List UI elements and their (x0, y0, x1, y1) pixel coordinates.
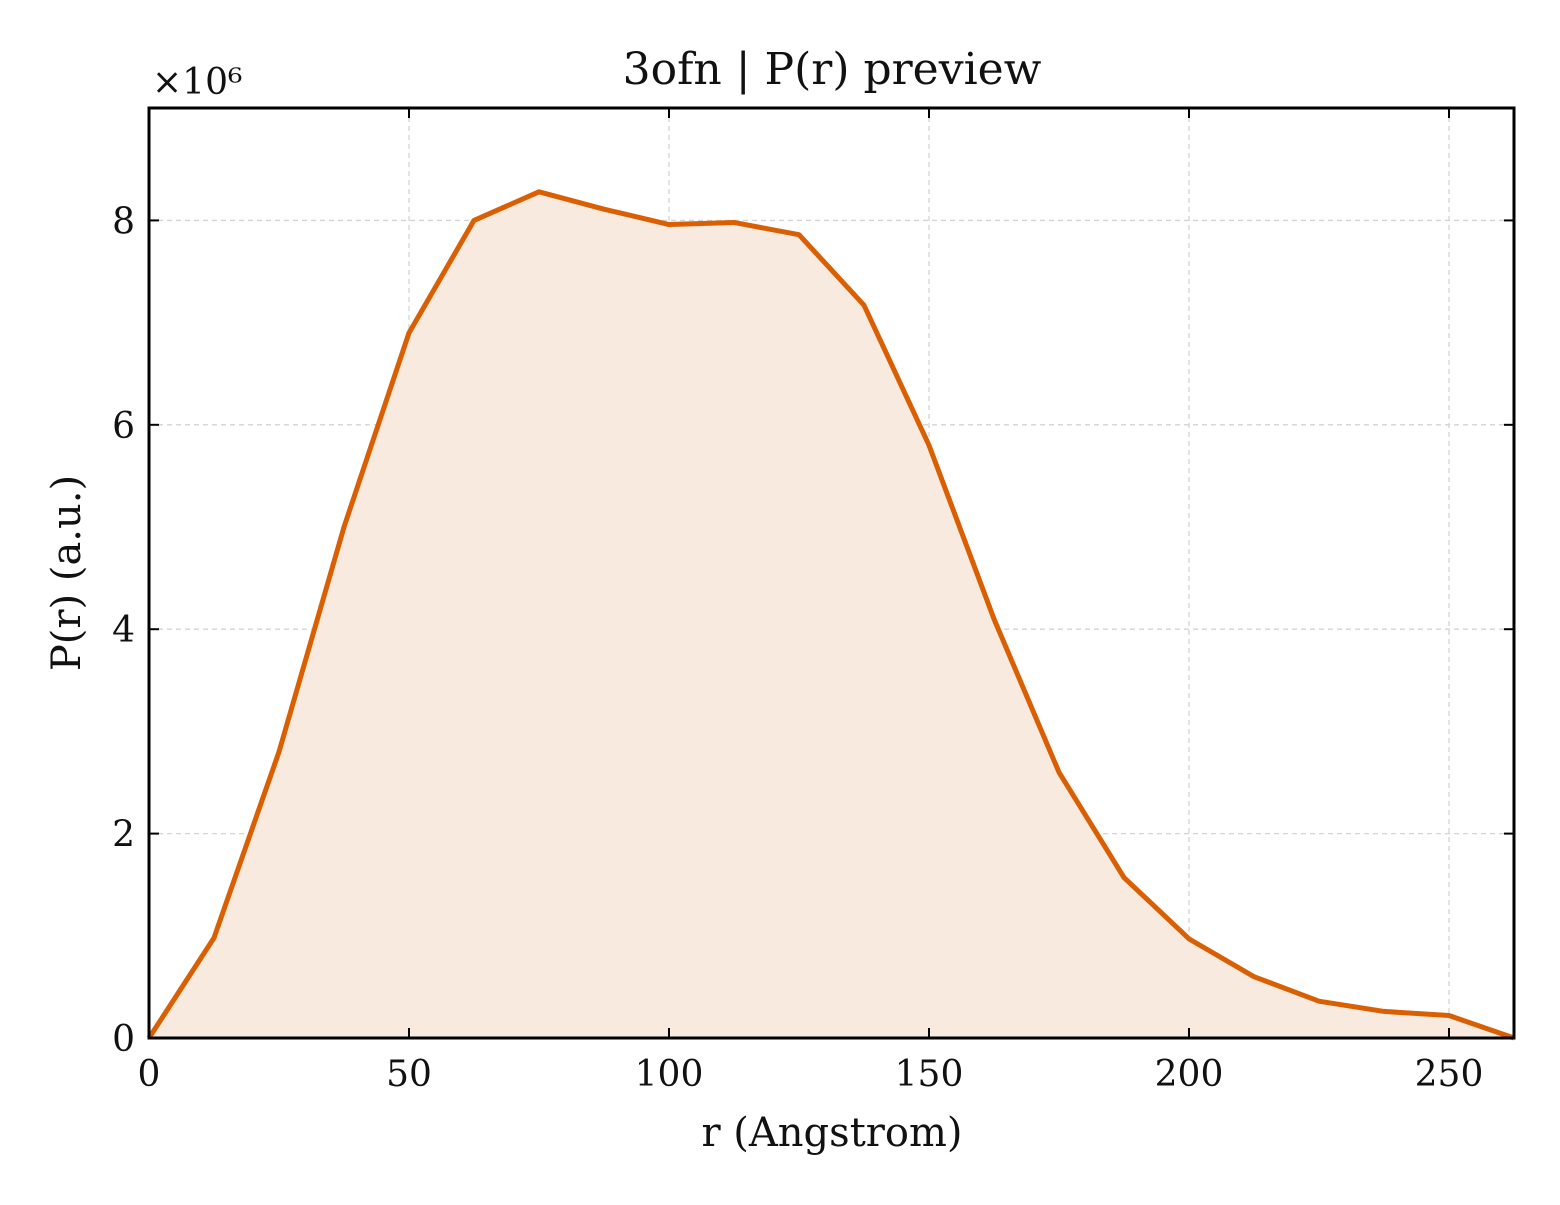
area-fill-layer (149, 192, 1514, 1038)
x-tick-label: 200 (1155, 1054, 1224, 1095)
x-tick-label: 100 (635, 1054, 704, 1095)
series-area-fill (149, 192, 1514, 1038)
x-tick-label: 250 (1415, 1054, 1484, 1095)
y-axis-label: P(r) (a.u.) (44, 475, 90, 671)
x-axis-label: r (Angstrom) (701, 1110, 962, 1156)
x-tick-label: 150 (895, 1054, 964, 1095)
y-tick-label: 0 (112, 1019, 135, 1060)
x-tick-label: 0 (138, 1054, 161, 1095)
x-tick-label: 50 (386, 1054, 432, 1095)
y-tick-label: 4 (112, 610, 135, 651)
y-tick-label: 2 (112, 815, 135, 856)
y-axis-multiplier: ×10⁶ (152, 62, 242, 103)
chart-title: 3ofn | P(r) preview (623, 44, 1042, 95)
y-tick-label: 8 (112, 201, 135, 242)
y-tick-label: 6 (112, 406, 135, 447)
